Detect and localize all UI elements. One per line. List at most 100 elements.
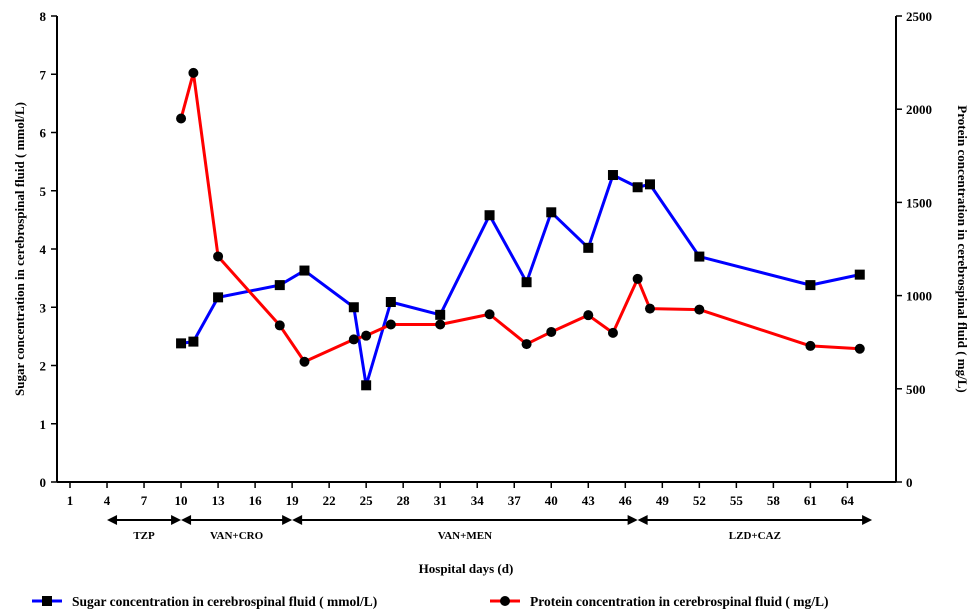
x-tick-label: 43 (582, 493, 596, 508)
data-point (521, 277, 532, 288)
x-tick-label: 40 (545, 493, 558, 508)
data-point (188, 336, 199, 347)
phase-label: VAN+MEN (438, 530, 492, 542)
x-tick-label: 37 (508, 493, 522, 508)
data-point (274, 280, 285, 291)
phase-tzp: TZP (107, 515, 182, 542)
right-y-axis-title: Protein concentration in cerebrospinal f… (955, 105, 970, 392)
phase-arrowhead-left (107, 515, 118, 525)
left-y-tick-label: 2 (40, 359, 47, 374)
data-point (361, 380, 372, 391)
left-y-tick-label: 5 (40, 184, 47, 199)
x-tick-label: 52 (693, 493, 706, 508)
data-point (213, 292, 224, 303)
phase-van-cro: VAN+CRO (181, 515, 293, 542)
data-point (805, 340, 816, 351)
data-point (607, 327, 618, 338)
x-tick-label: 13 (212, 493, 226, 508)
legend-item-protein: Protein concentration in cerebrospinal f… (490, 594, 829, 609)
phase-arrowhead-left (292, 515, 303, 525)
x-tick-label: 58 (767, 493, 781, 508)
data-point (694, 251, 705, 262)
phase-arrowhead-right (171, 515, 182, 525)
x-tick-label: 10 (175, 493, 188, 508)
phase-arrowhead-right (862, 515, 873, 525)
x-tick-labels: 1 4 7 10 13 16 19 22 25 28 31 34 37 40 43 46 49 52 55 58 61 6… (67, 493, 855, 508)
data-point (583, 310, 594, 321)
data-point (583, 242, 594, 253)
left-y-tick-label: 4 (40, 242, 47, 257)
data-point (274, 320, 285, 331)
left-y-tick-labels: 0 1 2 3 4 5 6 7 8 (40, 9, 47, 490)
data-point (176, 113, 187, 124)
data-point (348, 302, 359, 313)
left-y-tick-label: 3 (40, 300, 47, 315)
x-tick-label: 64 (841, 493, 855, 508)
left-y-tick-label: 1 (40, 417, 47, 432)
phase-label: TZP (133, 530, 155, 542)
left-y-tick-label: 8 (40, 9, 47, 24)
data-point (435, 309, 446, 320)
treatment-phases: TZP VAN+CRO VAN+MEN LZD+CAZ (107, 515, 873, 542)
data-point (484, 210, 495, 221)
right-y-tick-label: 1500 (906, 195, 932, 210)
data-point (213, 251, 224, 262)
data-point (176, 338, 187, 349)
data-point (644, 179, 655, 190)
data-point (385, 297, 396, 308)
x-tick-label: 61 (804, 493, 817, 508)
legend-label-sugar: Sugar concentration in cerebrospinal flu… (72, 594, 377, 609)
data-point (546, 326, 557, 337)
data-point (644, 303, 655, 314)
series-line (179, 71, 860, 364)
right-y-tick-label: 2500 (906, 9, 932, 24)
data-point (188, 67, 199, 78)
data-point (854, 343, 865, 354)
phase-arrowhead-left (181, 515, 192, 525)
x-tick-label: 7 (141, 493, 148, 508)
left-y-tick-label: 0 (40, 475, 47, 490)
phase-arrowhead-left (637, 515, 648, 525)
x-tick-label: 4 (104, 493, 111, 508)
right-y-tick-labels: 0 500 1000 1500 2000 2500 (906, 9, 932, 490)
legend: Sugar concentration in cerebrospinal flu… (32, 594, 829, 609)
legend-item-sugar: Sugar concentration in cerebrospinal flu… (32, 594, 377, 609)
data-point (632, 182, 643, 193)
data-point (607, 170, 618, 181)
x-tick-label: 46 (619, 493, 633, 508)
right-y-tick-label: 1000 (906, 289, 932, 304)
x-axis-title: Hospital days (d) (419, 561, 514, 576)
data-point (361, 330, 372, 341)
x-tick-label: 1 (67, 493, 74, 508)
legend-marker-protein (500, 596, 510, 606)
x-tick-label: 22 (323, 493, 336, 508)
left-y-tick-label: 6 (40, 126, 47, 141)
x-tick-label: 28 (397, 493, 411, 508)
right-y-tick-label: 0 (906, 475, 913, 490)
phase-label: LZD+CAZ (729, 530, 781, 542)
legend-label-protein: Protein concentration in cerebrospinal f… (530, 594, 829, 609)
data-point (484, 309, 495, 320)
data-point (632, 273, 643, 284)
data-point (546, 207, 557, 218)
left-y-axis-title: Sugar concentration in cerebrospinal flu… (12, 102, 27, 396)
x-tick-label: 31 (434, 493, 447, 508)
phase-arrowhead-right (282, 515, 293, 525)
x-tick-label: 16 (249, 493, 263, 508)
series-sugar (176, 170, 865, 391)
x-tick-label: 55 (730, 493, 744, 508)
data-point (805, 280, 816, 291)
axes (51, 15, 902, 488)
data-point (385, 319, 396, 330)
x-tick-label: 49 (656, 493, 670, 508)
x-tick-label: 25 (360, 493, 374, 508)
data-point (435, 319, 446, 330)
right-y-tick-label: 500 (906, 382, 926, 397)
phase-arrowhead-right (627, 515, 638, 525)
series-protein (176, 67, 865, 367)
left-y-tick-label: 7 (40, 67, 47, 82)
right-y-tick-label: 2000 (906, 102, 932, 117)
legend-marker-sugar (42, 596, 52, 606)
phase-van-men: VAN+MEN (292, 515, 638, 542)
